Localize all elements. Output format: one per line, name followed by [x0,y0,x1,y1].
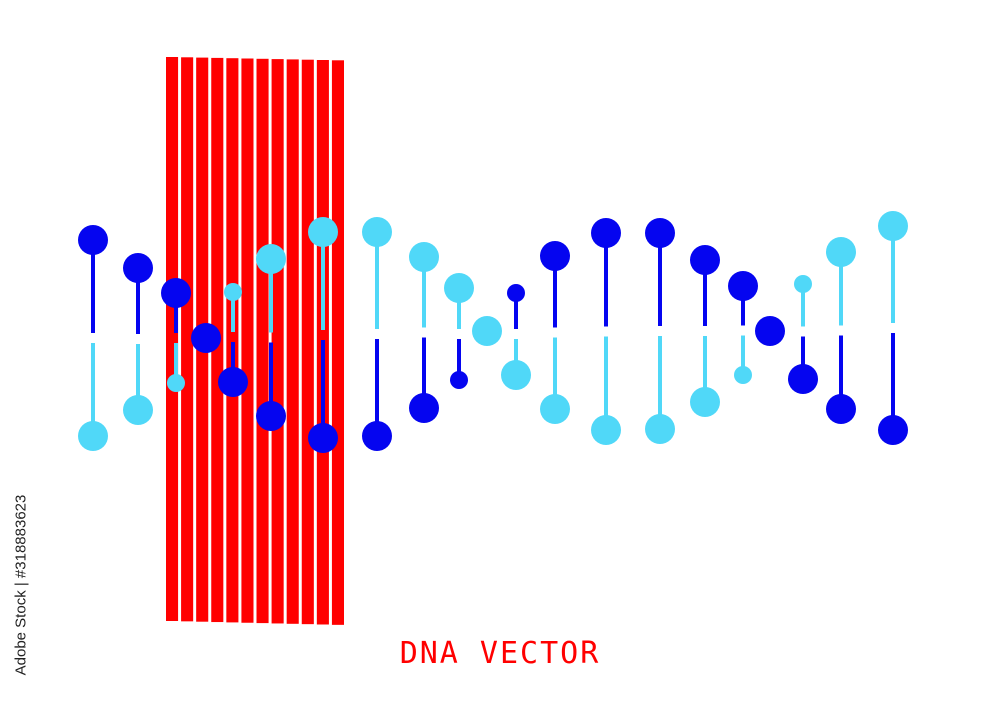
base-pair [472,316,502,346]
base-pair [540,241,570,424]
base-pair [728,271,758,384]
nucleotide-dot [690,387,720,417]
nucleotide-dot [591,415,621,445]
base-pair [826,237,856,424]
red-stripe [181,57,194,622]
nucleotide-dot [409,242,439,272]
nucleotide-dot [78,421,108,451]
base-pair [591,218,621,445]
nucleotide-dot [161,278,191,308]
nucleotide-dot [826,237,856,267]
nucleotide-dot [362,421,392,451]
red-stripe [286,59,299,624]
nucleotide-dot [409,393,439,423]
nucleotide-dot [878,415,908,445]
nucleotide-dot [218,367,248,397]
nucleotide-dot [507,284,525,302]
nucleotide-dot [191,323,221,353]
red-stripe [226,58,239,623]
base-pair [218,283,248,397]
nucleotide-dot [123,253,153,283]
nucleotide-dot [256,401,286,431]
stock-id-label: Adobe Stock | #318883623 [6,470,36,700]
base-pair [191,323,221,353]
base-pair [645,218,675,444]
base-pair [444,273,474,389]
nucleotide-dot [728,271,758,301]
nucleotide-dot [308,217,338,247]
red-stripe [166,57,179,621]
base-pair [78,225,108,451]
nucleotide-dot [591,218,621,248]
nucleotide-dot [645,218,675,248]
nucleotide-dot [645,414,675,444]
base-pair [308,217,338,453]
nucleotide-dot [690,245,720,275]
nucleotide-dot [362,217,392,247]
base-pair [788,275,818,394]
base-pair [123,253,153,425]
base-pair [161,278,191,392]
dna-helix [78,211,908,453]
nucleotide-dot [755,316,785,346]
nucleotide-dot [788,364,818,394]
nucleotide-dot [444,273,474,303]
base-pair [878,211,908,445]
nucleotide-dot [826,394,856,424]
nucleotide-dot [256,244,286,274]
red-stripe [301,59,314,625]
base-pair [501,284,531,390]
title-text: DNA VECTOR [399,636,601,671]
nucleotide-dot [878,211,908,241]
red-stripe [331,60,344,625]
nucleotide-dot [450,371,468,389]
nucleotide-dot [224,283,242,301]
base-pair [690,245,720,417]
nucleotide-dot [308,423,338,453]
red-stripe [256,58,269,624]
base-pair [362,217,392,451]
nucleotide-dot [540,241,570,271]
nucleotide-dot [734,366,752,384]
nucleotide-dot [78,225,108,255]
nucleotide-dot [123,395,153,425]
nucleotide-dot [501,360,531,390]
nucleotide-dot [167,374,185,392]
base-pair [755,316,785,346]
base-pair [256,244,286,431]
nucleotide-dot [794,275,812,293]
stock-id-text: Adobe Stock | #318883623 [12,494,30,676]
nucleotide-dot [540,394,570,424]
base-pair [409,242,439,423]
red-stripe [271,59,284,624]
red-stripe [241,58,254,623]
nucleotide-dot [472,316,502,346]
